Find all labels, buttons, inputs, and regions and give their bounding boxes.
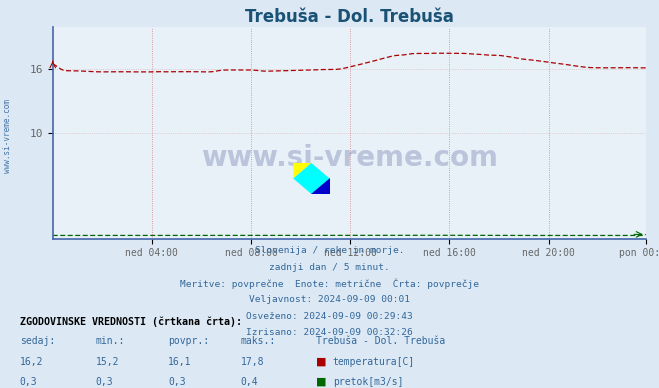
Text: ■: ■ (316, 377, 327, 387)
Text: 17,8: 17,8 (241, 357, 264, 367)
Text: 0,3: 0,3 (96, 377, 113, 387)
Text: maks.:: maks.: (241, 336, 275, 346)
Text: povpr.:: povpr.: (168, 336, 209, 346)
Polygon shape (293, 163, 330, 194)
Text: 16,2: 16,2 (20, 357, 43, 367)
Text: 0,4: 0,4 (241, 377, 258, 387)
Text: 15,2: 15,2 (96, 357, 119, 367)
Text: ZGODOVINSKE VREDNOSTI (črtkana črta):: ZGODOVINSKE VREDNOSTI (črtkana črta): (20, 316, 242, 327)
Text: temperatura[C]: temperatura[C] (333, 357, 415, 367)
Text: zadnji dan / 5 minut.: zadnji dan / 5 minut. (269, 263, 390, 272)
Text: 0,3: 0,3 (20, 377, 38, 387)
Text: 0,3: 0,3 (168, 377, 186, 387)
Text: Veljavnost: 2024-09-09 00:01: Veljavnost: 2024-09-09 00:01 (249, 295, 410, 304)
Polygon shape (293, 163, 312, 178)
Text: sedaj:: sedaj: (20, 336, 55, 346)
Text: 16,1: 16,1 (168, 357, 192, 367)
Text: pretok[m3/s]: pretok[m3/s] (333, 377, 403, 387)
Title: Trebuša - Dol. Trebuša: Trebuša - Dol. Trebuša (245, 8, 453, 26)
Text: Osveženo: 2024-09-09 00:29:43: Osveženo: 2024-09-09 00:29:43 (246, 312, 413, 320)
Text: ■: ■ (316, 357, 327, 367)
Text: www.si-vreme.com: www.si-vreme.com (201, 144, 498, 172)
Polygon shape (312, 178, 330, 194)
Text: min.:: min.: (96, 336, 125, 346)
Text: Izrisano: 2024-09-09 00:32:26: Izrisano: 2024-09-09 00:32:26 (246, 328, 413, 337)
Text: Slovenija / reke in morje.: Slovenija / reke in morje. (255, 246, 404, 255)
Text: Meritve: povprečne  Enote: metrične  Črta: povprečje: Meritve: povprečne Enote: metrične Črta:… (180, 279, 479, 289)
Text: Trebuša - Dol. Trebuša: Trebuša - Dol. Trebuša (316, 336, 445, 346)
Text: www.si-vreme.com: www.si-vreme.com (3, 99, 13, 173)
